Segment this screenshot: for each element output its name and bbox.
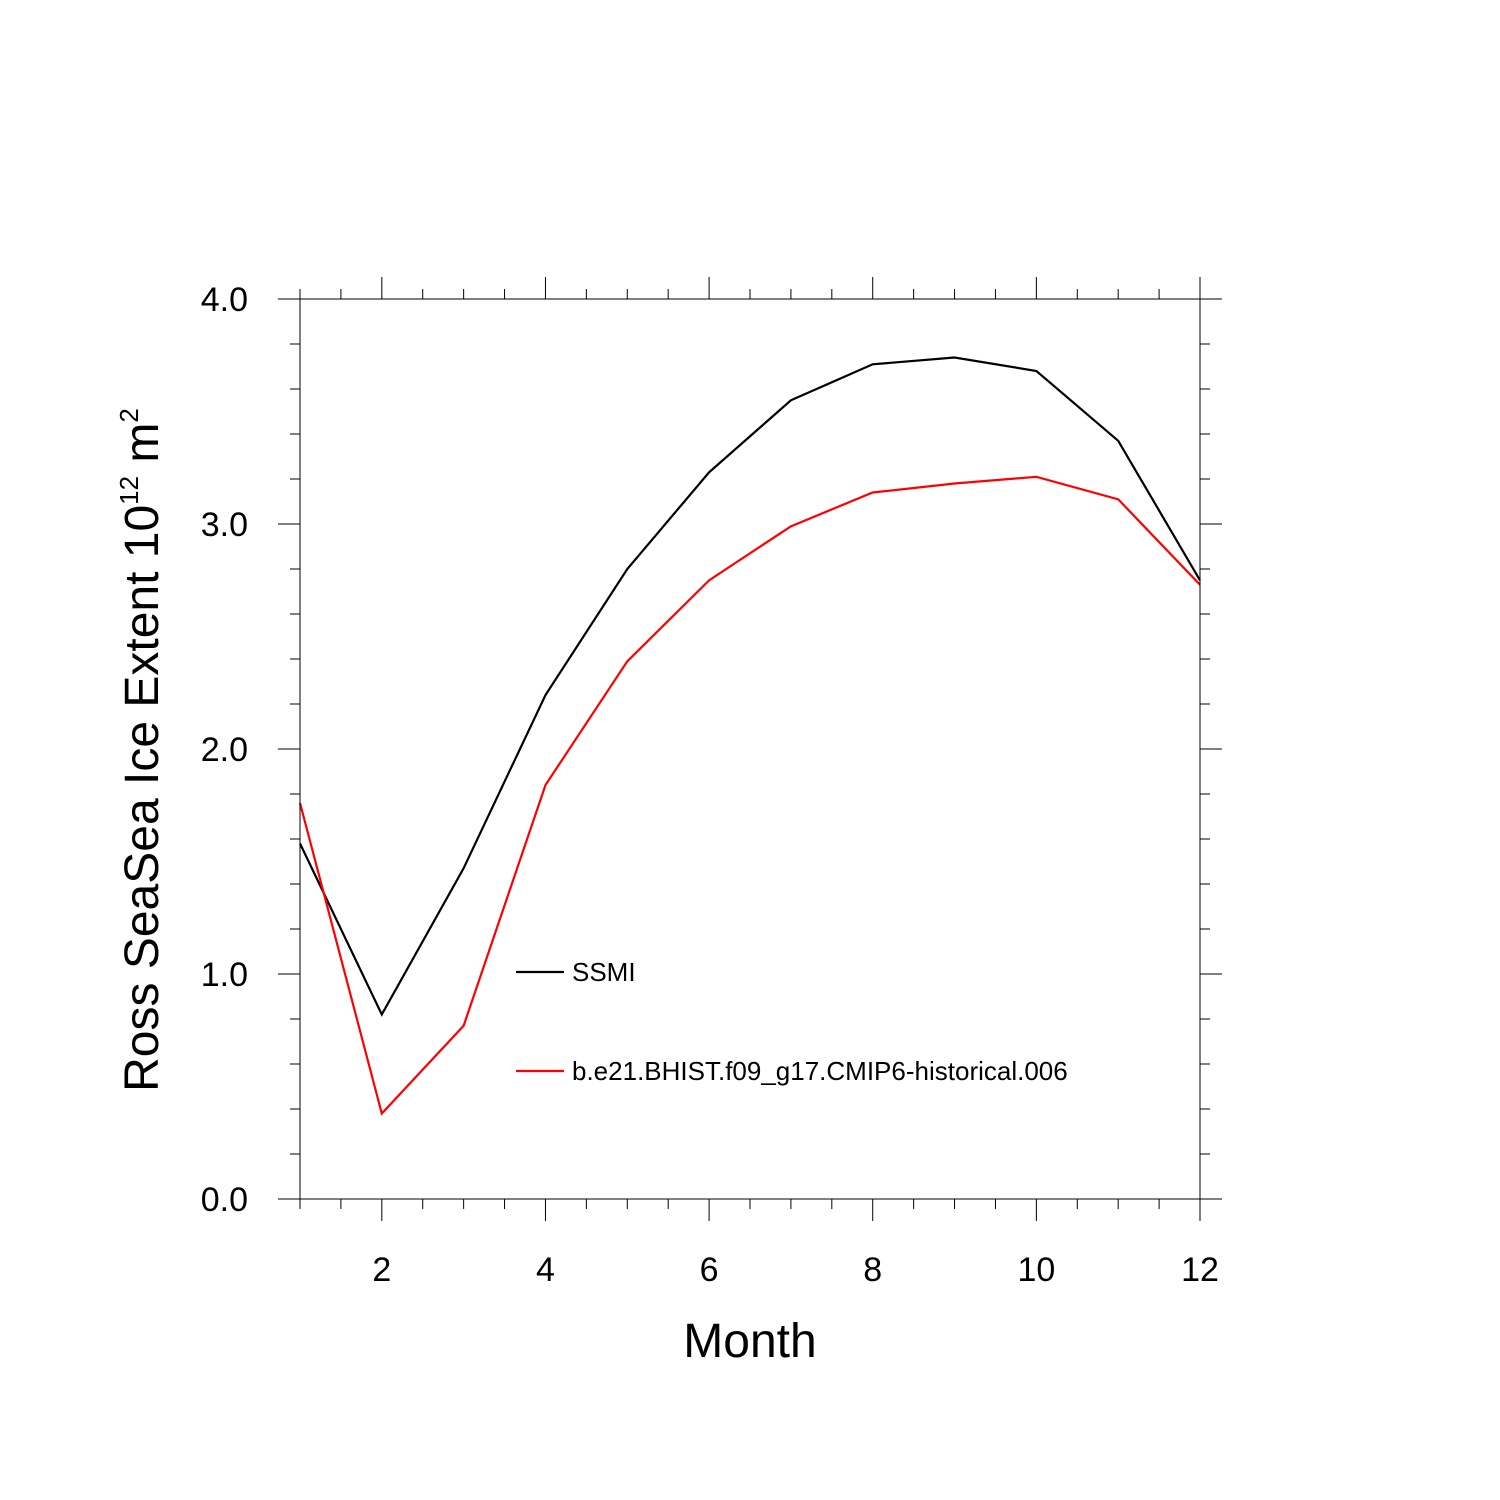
series-line-2 [298,475,1201,1116]
y-tick-label: 3.0 [201,506,248,544]
y-tick-label: 4.0 [201,281,248,319]
x-tick-label: 4 [536,1251,555,1289]
y-tick-label: 2.0 [201,731,248,769]
y-axis-title-exp: 12 [114,476,144,505]
x-tick-label: 6 [700,1251,719,1289]
labels-layer: 2 4 6 8 10 12 0.0 1.0 2.0 3.0 4.0 [201,281,1219,1289]
y-axis-title-unit-exp: 2 [114,408,144,422]
ticks-layer [278,277,1222,1221]
legend-label-2: b.e21.BHIST.f09_g17.CMIP6-historical.006 [572,1056,1068,1086]
legend: SSMI b.e21.BHIST.f09_g17.CMIP6-historical… [516,957,1068,1086]
y-axis-title-unit: m [116,423,169,476]
x-tick-label: 8 [863,1251,882,1289]
series-layer [298,356,1201,1116]
series-line-1 [299,356,1201,1017]
x-tick-label: 2 [372,1251,391,1289]
plot-frame [299,298,1201,1200]
x-axis-title: Month [683,1315,816,1368]
x-tick-label: 10 [1017,1251,1055,1289]
y-tick-label: 1.0 [201,956,248,994]
y-axis-title-main: Ross SeaSea Ice Extent 10 [116,505,169,1092]
legend-label-1: SSMI [572,957,636,987]
y-axis-title: Ross SeaSea Ice Extent 1012 m2 [114,408,169,1092]
y-tick-label: 0.0 [201,1181,248,1219]
x-tick-label: 12 [1181,1251,1219,1289]
